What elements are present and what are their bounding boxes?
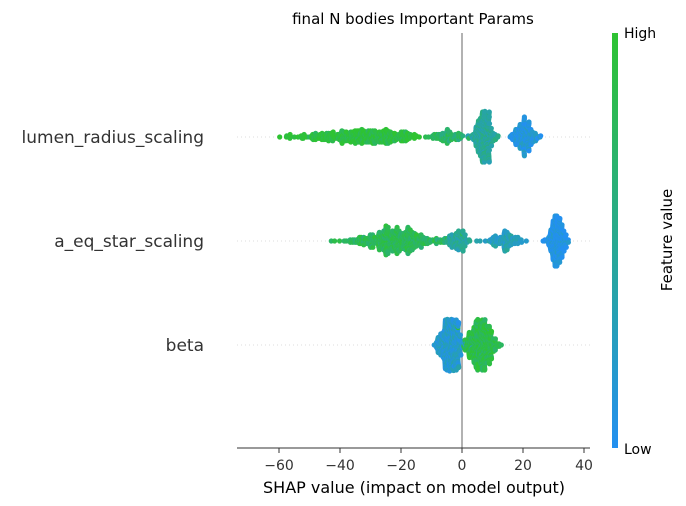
shap-point <box>498 342 504 348</box>
shap-point <box>457 332 463 338</box>
x-tick-label: 40 <box>575 458 593 474</box>
shap-point <box>521 114 528 120</box>
shap-point <box>486 323 492 329</box>
shap-point <box>488 328 495 334</box>
shap-point <box>332 238 338 244</box>
shap-point <box>475 316 481 323</box>
feature-label-a-eq-star-scaling: a_eq_star_scaling <box>54 232 204 252</box>
shap-point <box>561 228 567 234</box>
shap-point <box>486 159 492 165</box>
shap-point <box>488 125 494 131</box>
shap-point <box>460 228 466 234</box>
shap-point <box>277 134 283 140</box>
x-axis-label: SHAP value (impact on model output) <box>263 478 565 497</box>
shap-point <box>458 352 464 358</box>
shap-point <box>488 356 495 362</box>
x-tick-label: 0 <box>458 458 467 474</box>
shap-point <box>488 143 495 149</box>
shap-point <box>559 222 565 228</box>
x-tick-label: 20 <box>514 458 532 474</box>
x-tick-label: −60 <box>264 458 294 474</box>
shap-point <box>486 109 492 115</box>
shap-point <box>495 133 501 139</box>
shap-point <box>416 134 422 140</box>
shap-point <box>526 148 532 154</box>
shap-point <box>425 134 432 140</box>
feature-label-beta: beta <box>166 336 204 356</box>
shap-point <box>521 153 528 159</box>
shap-point <box>467 238 473 244</box>
shap-point <box>538 133 544 139</box>
shap-point <box>337 238 343 244</box>
shap-point <box>291 134 297 140</box>
shap-point <box>557 215 563 222</box>
shap-point <box>563 244 569 250</box>
shap-point <box>287 131 293 138</box>
shap-point <box>565 239 572 245</box>
shap-point <box>519 239 525 245</box>
shap-point <box>492 336 498 342</box>
shap-point <box>526 119 532 125</box>
feature-label-lumen-radius-scaling: lumen_radius_scaling <box>22 128 204 148</box>
shap-point <box>287 135 293 141</box>
shap-point <box>456 319 462 326</box>
shap-point <box>482 317 488 323</box>
shap-point <box>482 108 488 114</box>
x-ticks: −60 −40 −20 0 20 40 <box>264 448 593 474</box>
shap-point <box>563 232 569 238</box>
shap-point <box>486 114 492 120</box>
shap-point <box>486 147 492 153</box>
shap-point <box>492 347 498 353</box>
shap-point <box>486 121 493 127</box>
colorbar <box>612 33 618 448</box>
shap-point <box>462 232 468 238</box>
shap-point <box>385 224 391 230</box>
shap-point <box>482 366 488 372</box>
shap-point <box>523 238 529 244</box>
x-tick-label: −40 <box>325 458 355 474</box>
chart-title: final N bodies Important Params <box>292 10 534 28</box>
shap-point <box>460 133 466 139</box>
points-layer <box>277 108 572 374</box>
colorbar-title: Feature value <box>658 189 676 291</box>
shap-point <box>385 250 391 257</box>
shap-point <box>486 361 493 367</box>
x-tick-label: −20 <box>386 458 416 474</box>
shap-point <box>557 259 563 265</box>
colorbar-low-label: Low <box>624 442 652 458</box>
shap-point <box>456 364 462 371</box>
shap-point <box>460 248 466 254</box>
colorbar-high-label: High <box>624 26 656 42</box>
feature-labels: lumen_radius_scaling a_eq_star_scaling b… <box>22 128 204 356</box>
shap-point <box>559 254 565 260</box>
shap-point <box>477 238 483 244</box>
